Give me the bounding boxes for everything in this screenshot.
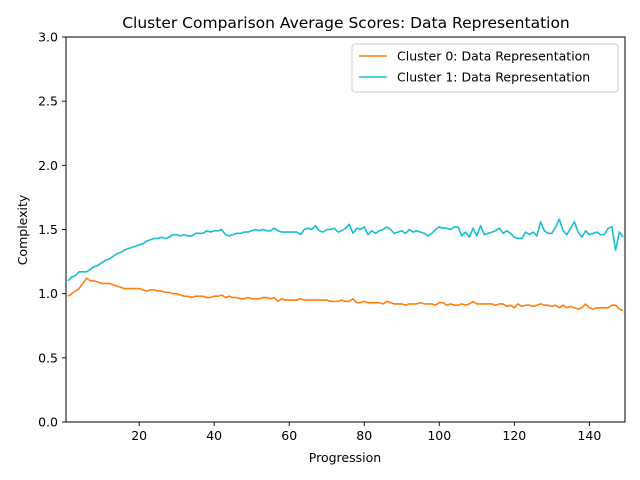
y-tick-label: 0.5	[38, 350, 58, 365]
series-line-cluster-1	[67, 218, 624, 282]
y-tick-label: 2.0	[38, 158, 58, 173]
x-tick-label: 40	[206, 428, 222, 443]
y-axis-label: Complexity	[15, 194, 30, 265]
legend-box	[351, 43, 619, 93]
y-axis: 0.0 0.5 1.0 1.5 2.0 2.5 3.0	[38, 30, 66, 430]
y-tick-label: 3.0	[38, 30, 58, 45]
chart-title: Cluster Comparison Average Scores: Data …	[122, 14, 570, 32]
plot-lines	[67, 218, 624, 312]
y-tick-label: 1.5	[38, 222, 58, 237]
x-tick-label: 120	[502, 428, 526, 443]
x-tick-label: 80	[356, 428, 372, 443]
series-line-cluster-0	[67, 277, 624, 312]
legend-label-cluster-1: Cluster 1: Data Representation	[397, 70, 590, 85]
plot-area-frame	[65, 36, 626, 423]
x-tick-label: 100	[427, 428, 451, 443]
x-tick-label: 60	[281, 428, 297, 443]
x-axis-label: Progression	[309, 450, 381, 465]
legend-label-cluster-0: Cluster 0: Data Representation	[397, 49, 590, 64]
x-tick-label: 20	[131, 428, 147, 443]
x-tick-label: 140	[577, 428, 601, 443]
x-axis: 20 40 60 80 100 120 140	[131, 422, 601, 443]
y-tick-label: 0.0	[38, 415, 58, 430]
y-tick-label: 2.5	[38, 94, 58, 109]
y-tick-label: 1.0	[38, 286, 58, 301]
legend: Cluster 0: Data Representation Cluster 1…	[351, 43, 619, 93]
